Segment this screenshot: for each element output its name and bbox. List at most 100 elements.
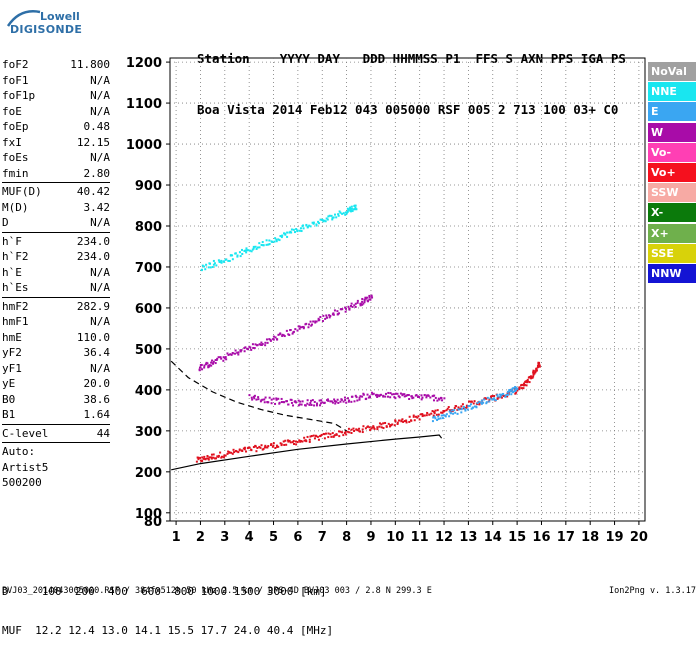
x-tick-label: 12 [435, 530, 453, 545]
data-point [209, 266, 212, 269]
data-point [518, 388, 521, 391]
data-point [333, 434, 336, 437]
data-point [217, 455, 220, 458]
data-point [340, 398, 343, 401]
data-point [369, 396, 372, 399]
data-point [317, 317, 320, 320]
data-point [390, 424, 393, 427]
data-point [456, 412, 459, 415]
data-point [280, 401, 283, 404]
param-value: N/A [90, 151, 110, 164]
data-point [532, 372, 535, 375]
data-point [358, 427, 361, 430]
data-point [251, 398, 254, 401]
data-point [523, 382, 526, 385]
data-point [282, 440, 285, 443]
x-tick-label: 5 [269, 530, 278, 545]
data-point [339, 430, 342, 433]
data-point [361, 303, 364, 306]
data-point [447, 406, 450, 409]
data-point [470, 407, 473, 410]
data-point [265, 239, 268, 242]
param-name: fxI [2, 135, 22, 149]
data-point [443, 409, 446, 412]
data-point [238, 448, 241, 451]
data-point [370, 391, 373, 394]
data-point [418, 396, 421, 399]
data-point [210, 457, 213, 460]
data-point [232, 448, 235, 451]
data-point [302, 327, 305, 330]
data-point [297, 404, 300, 407]
data-point [391, 423, 394, 426]
data-point [522, 387, 525, 390]
data-point [283, 335, 286, 338]
data-point [277, 397, 280, 400]
param-row: yF1 N/A [2, 361, 110, 377]
param-row: hmF1 N/A [2, 314, 110, 330]
data-point [274, 237, 277, 240]
param-name: yF2 [2, 346, 22, 359]
param-value: 1.64 [83, 408, 111, 421]
param-row-clevel: C-level 44 [2, 426, 110, 442]
data-point [499, 394, 502, 397]
data-point [358, 398, 361, 401]
data-point [284, 439, 287, 442]
x-tick-label: 10 [386, 530, 404, 545]
data-point [314, 321, 317, 324]
data-point [283, 443, 286, 446]
data-point [339, 400, 342, 403]
data-point [310, 323, 313, 326]
data-point [240, 449, 243, 452]
plot-frame [169, 57, 646, 522]
y-tick-label: 700 [135, 261, 162, 276]
data-point [227, 259, 230, 262]
data-point [353, 304, 356, 307]
data-point [372, 425, 375, 428]
y-tick-label: 200 [135, 466, 162, 481]
data-point [515, 387, 518, 390]
data-point [207, 457, 210, 460]
data-point [221, 455, 224, 458]
data-point [483, 398, 486, 401]
divider [2, 423, 110, 425]
data-point [350, 304, 353, 307]
data-point [351, 210, 354, 213]
data-point [299, 400, 302, 403]
data-point [405, 394, 408, 397]
data-point [288, 439, 291, 442]
param-name: B0 [2, 392, 16, 406]
data-point [341, 431, 344, 434]
data-point [308, 224, 311, 227]
data-point [418, 418, 421, 421]
data-point [345, 212, 348, 215]
data-point [428, 413, 431, 416]
data-point [280, 397, 283, 400]
data-point [231, 258, 234, 261]
data-point [216, 357, 219, 360]
data-point [391, 393, 394, 396]
data-point [327, 432, 330, 435]
data-point [276, 338, 279, 341]
data-point [270, 398, 273, 401]
data-point [510, 393, 513, 396]
data-point [240, 248, 243, 251]
data-point [342, 400, 345, 403]
param-value: 234.0 [76, 250, 110, 263]
data-point [199, 366, 202, 369]
data-point [243, 350, 246, 353]
param-name: foF1 [2, 73, 29, 87]
data-point [272, 442, 275, 445]
data-point [344, 310, 347, 313]
data-point [395, 392, 398, 395]
data-point [228, 259, 231, 262]
data-point [356, 299, 359, 302]
data-point [256, 447, 259, 450]
data-point [496, 397, 499, 400]
data-point [270, 443, 273, 446]
data-point [201, 368, 204, 371]
data-point [233, 451, 236, 454]
data-point [476, 402, 479, 405]
data-point [378, 425, 381, 428]
data-point [278, 401, 281, 404]
